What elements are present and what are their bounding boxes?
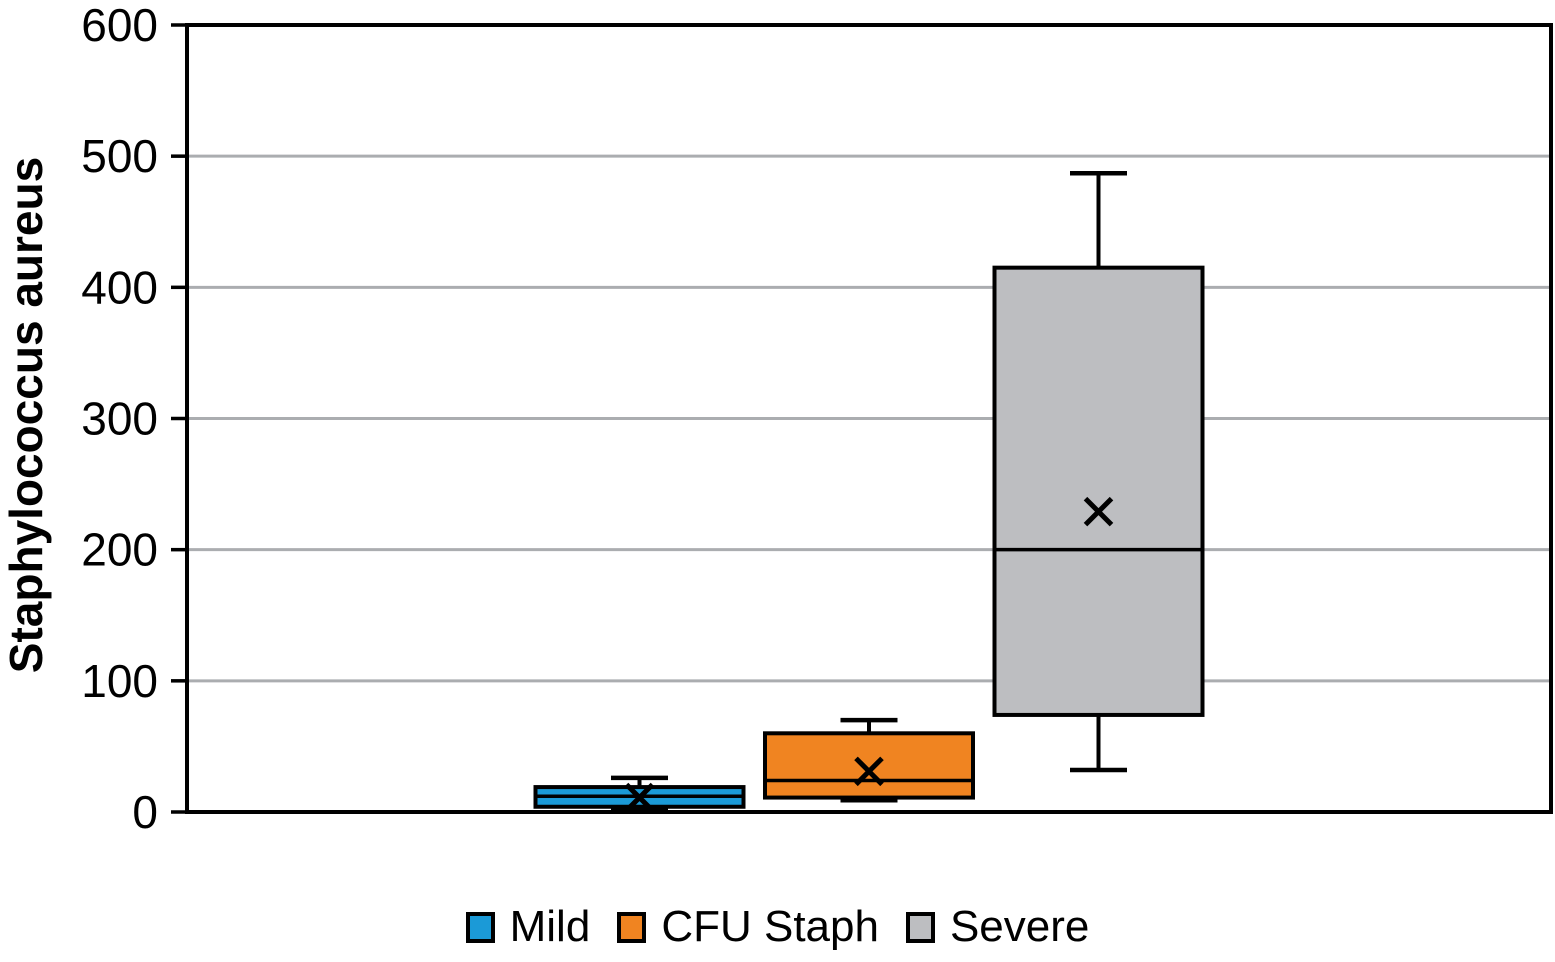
y-tick-label-400: 400 [81,261,158,313]
legend: Mild CFU Staph Severe [0,905,1555,949]
tick-label-layer: 0 100 200 300 400 500 600 [81,0,158,838]
legend-label-cfu-staph: CFU Staph [661,902,879,951]
boxplot-svg: 0 100 200 300 400 500 600 Staphylococcus aureu… [0,0,1553,838]
legend-label-mild: Mild [509,902,591,951]
y-tick-label-100: 100 [81,655,158,707]
y-axis-title: Staphylococcus aureus [0,157,52,673]
legend-swatch-severe [905,911,935,943]
legend-label-severe: Severe [949,902,1090,951]
y-tick-label-200: 200 [81,524,158,576]
y-tick-label-600: 600 [81,0,158,51]
legend-item-cfu-staph: CFU Staph [617,905,879,949]
y-tick-label-300: 300 [81,393,158,445]
mean-marker-mild [624,782,655,813]
legend-swatch-cfu-staph [617,911,647,943]
axis-layer [171,23,1553,814]
box-cfu-staph [763,731,975,800]
box-group-mild [533,775,746,813]
legend-item-severe: Severe [905,902,1090,951]
legend-swatch-mild [465,911,495,943]
mean-marker-cfu-staph [854,756,884,787]
legend-item-mild: Mild [465,902,591,951]
box-group-cfu-staph [763,717,975,803]
mean-marker-severe [1083,496,1114,527]
gridline-layer [187,154,1551,683]
y-tick-label-500: 500 [81,130,158,182]
box-series-layer [533,170,1205,813]
y-tick-label-0: 0 [132,786,158,838]
box-severe [992,265,1205,717]
box-group-severe [992,170,1205,773]
